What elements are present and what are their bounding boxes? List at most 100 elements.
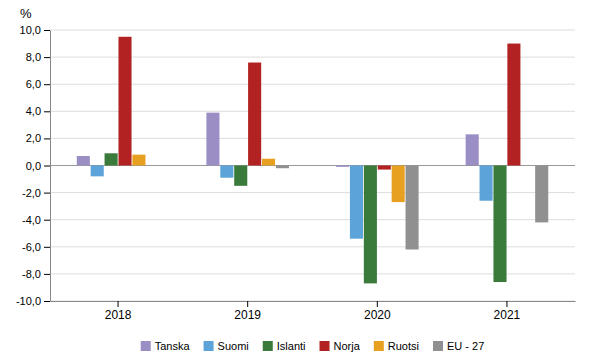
axis-line bbox=[51, 301, 576, 302]
bar bbox=[406, 166, 419, 250]
bar bbox=[262, 159, 275, 166]
bar bbox=[364, 166, 377, 284]
tick-mark bbox=[44, 84, 50, 85]
tick-mark bbox=[44, 30, 50, 31]
bar bbox=[336, 166, 349, 167]
tick-label: 8,0 bbox=[26, 51, 41, 63]
plot-area bbox=[77, 37, 548, 284]
grid-line bbox=[50, 301, 575, 302]
tick: 4,0 bbox=[26, 105, 50, 117]
legend-label: Tanska bbox=[155, 340, 191, 352]
legend: Tanska Suomi Islanti Norja Ruotsi EU - 27 bbox=[141, 340, 485, 352]
legend-item: EU - 27 bbox=[433, 340, 484, 352]
bar bbox=[493, 166, 506, 283]
tick-mark bbox=[44, 247, 50, 248]
bar-series bbox=[105, 153, 507, 283]
legend-swatch bbox=[204, 341, 214, 351]
tick: 10,0 bbox=[20, 24, 50, 36]
legend-item: Islanti bbox=[263, 340, 306, 352]
bar bbox=[480, 166, 493, 201]
bar-series bbox=[118, 37, 520, 170]
tick-mark bbox=[118, 301, 119, 307]
bar bbox=[521, 165, 534, 166]
bar bbox=[234, 166, 247, 186]
bar bbox=[535, 166, 548, 223]
tick-mark bbox=[506, 301, 507, 307]
tick-label: 2020 bbox=[364, 308, 391, 322]
bar-series bbox=[91, 166, 493, 239]
legend-label: Norja bbox=[334, 340, 361, 352]
y-axis: -10,0 -8,0 -6,0 -4,0 -2,0 0,0 2,0 4,0 6,0 8,0 10,0 bbox=[16, 24, 51, 307]
bar bbox=[105, 153, 118, 165]
tick: 0,0 bbox=[26, 160, 50, 172]
x-axis: 2018 2019 2020 2021 bbox=[51, 301, 576, 322]
tick-label: 4,0 bbox=[26, 105, 41, 117]
bar bbox=[206, 113, 219, 166]
tick: 2021 bbox=[494, 301, 521, 322]
bar bbox=[91, 166, 104, 177]
legend-item: Norja bbox=[320, 340, 361, 352]
tick-label: -2,0 bbox=[22, 187, 41, 199]
tick-label: -4,0 bbox=[22, 214, 41, 226]
tick-mark bbox=[44, 193, 50, 194]
legend-label: EU - 27 bbox=[447, 340, 484, 352]
tick: 2020 bbox=[364, 301, 391, 322]
bar-series bbox=[276, 166, 548, 250]
legend-swatch bbox=[263, 341, 273, 351]
bar-series bbox=[77, 113, 479, 167]
bar bbox=[77, 156, 90, 165]
tick: 8,0 bbox=[26, 51, 50, 63]
tick-mark bbox=[44, 57, 50, 58]
tick-label: -6,0 bbox=[22, 241, 41, 253]
legend-label: Islanti bbox=[277, 340, 306, 352]
tick: -6,0 bbox=[22, 241, 50, 253]
tick: -8,0 bbox=[22, 268, 50, 280]
bar bbox=[507, 44, 520, 166]
legend-swatch bbox=[374, 341, 384, 351]
tick-label: 2021 bbox=[494, 308, 521, 322]
tick: 2,0 bbox=[26, 132, 50, 144]
legend-item: Suomi bbox=[204, 340, 249, 352]
axis-title: % bbox=[20, 6, 32, 21]
bar bbox=[132, 155, 145, 166]
legend-swatch bbox=[433, 341, 443, 351]
chart: -10,0 -8,0 -6,0 -4,0 -2,0 0,0 2,0 4,0 6,0 8,0 10,0… bbox=[0, 0, 590, 363]
bar bbox=[378, 166, 391, 170]
tick-label: 2,0 bbox=[26, 132, 41, 144]
bar bbox=[118, 37, 131, 166]
grid-line bbox=[50, 30, 575, 31]
tick: 2018 bbox=[105, 301, 132, 322]
tick: -2,0 bbox=[22, 187, 50, 199]
legend-label: Ruotsi bbox=[388, 340, 419, 352]
legend-label: Suomi bbox=[218, 340, 249, 352]
bar bbox=[248, 63, 261, 166]
tick-label: 2018 bbox=[105, 308, 132, 322]
bar bbox=[220, 166, 233, 178]
tick-mark bbox=[44, 166, 50, 167]
legend-item: Tanska bbox=[141, 340, 191, 352]
tick-mark bbox=[44, 301, 50, 302]
tick-mark bbox=[44, 274, 50, 275]
bar bbox=[392, 166, 405, 203]
bar bbox=[350, 166, 363, 239]
tick-mark bbox=[44, 111, 50, 112]
tick-label: 6,0 bbox=[26, 78, 41, 90]
bar bbox=[276, 166, 289, 169]
tick-label: 2019 bbox=[234, 308, 261, 322]
legend-swatch bbox=[141, 341, 151, 351]
axis-line bbox=[50, 31, 51, 302]
tick: 2019 bbox=[234, 301, 261, 322]
tick: -10,0 bbox=[16, 295, 50, 307]
bar-series bbox=[132, 155, 404, 202]
tick: 6,0 bbox=[26, 78, 50, 90]
legend-swatch bbox=[320, 341, 330, 351]
tick-mark bbox=[44, 220, 50, 221]
tick-mark bbox=[44, 138, 50, 139]
legend-item: Ruotsi bbox=[374, 340, 419, 352]
grid bbox=[50, 30, 575, 301]
tick: -4,0 bbox=[22, 214, 50, 226]
tick-label: 10,0 bbox=[20, 24, 41, 36]
tick-label: -10,0 bbox=[16, 295, 41, 307]
tick-label: 0,0 bbox=[26, 160, 41, 172]
tick-mark bbox=[377, 301, 378, 307]
